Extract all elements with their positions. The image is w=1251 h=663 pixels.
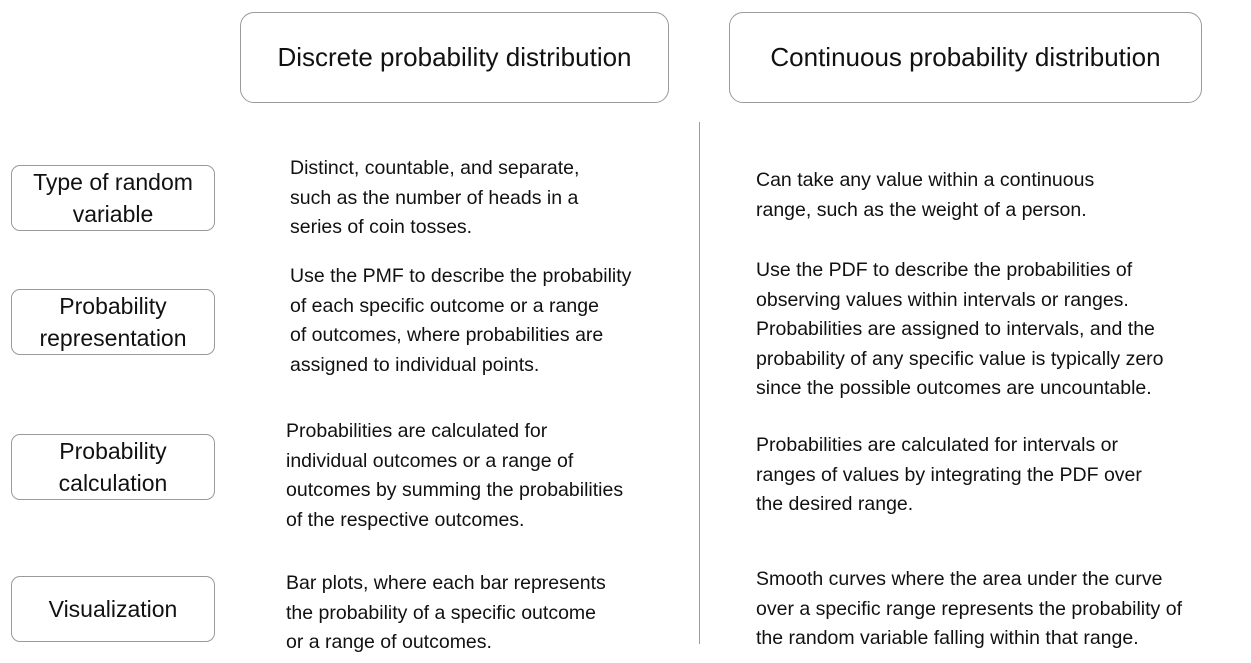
discrete-probability-calculation-text: Probabilities are calculated for individ…	[286, 420, 624, 531]
row-label-visualization: Visualization	[11, 576, 215, 642]
row-label-probability-representation: Probability representation	[11, 289, 215, 355]
column-divider	[699, 122, 700, 644]
discrete-probability-representation-text: Use the PMF to describe the probability …	[290, 265, 632, 376]
row-label-type-of-random-variable: Type of random variable	[11, 165, 215, 231]
continuous-probability-representation-text: Use the PDF to describe the probabilitie…	[756, 259, 1164, 399]
continuous-probability-calculation-text: Probabilities are calculated for interva…	[756, 434, 1142, 515]
discrete-visualization-text: Bar plots, where each bar represents the…	[286, 572, 606, 653]
continuous-type-of-random-variable-text: Can take any value within a continuous r…	[756, 169, 1095, 221]
discrete-type-of-random-variable-text: Distinct, countable, and separate, such …	[290, 157, 580, 238]
continuous-visualization-text: Smooth curves where the area under the c…	[756, 568, 1182, 649]
continuous-column-header: Continuous probability distribution	[729, 12, 1202, 103]
discrete-column-header: Discrete probability distribution	[240, 12, 669, 103]
row-label-probability-calculation: Probability calculation	[11, 434, 215, 500]
